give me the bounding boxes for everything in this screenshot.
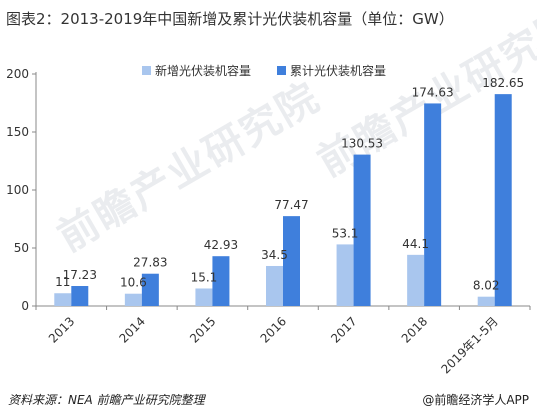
bar-new-capacity [124,293,142,306]
y-tick-label: 150 [6,125,29,139]
data-label: 8.02 [473,279,500,293]
chart-title: 图表2：2013-2019年中国新增及累计光伏装机容量（单位：GW） [6,10,454,28]
chart-bars [54,94,512,306]
x-tick-label: 2015 [187,314,218,345]
y-tick-label: 200 [6,67,29,81]
y-tick-label: 50 [14,241,29,255]
legend-label: 新增光伏装机容量 [155,63,251,78]
data-label: 11 [55,275,70,289]
x-tick-label: 2014 [116,314,147,345]
bar-new-capacity [477,296,495,306]
data-label: 42.93 [204,238,238,252]
bar-new-capacity [336,244,354,306]
x-tick-label: 2019年1-5月 [439,314,501,376]
legend-label: 累计光伏装机容量 [290,63,386,78]
bar-new-capacity [54,293,72,306]
bar-cumulative-capacity [353,154,371,306]
bar-cumulative-capacity [212,256,230,306]
bar-cumulative-capacity [283,216,300,306]
bar-cumulative-capacity [141,273,159,306]
legend-swatch [277,66,286,75]
y-tick-label: 100 [6,183,29,197]
data-label: 10.6 [120,276,147,290]
data-label: 182.65 [482,76,524,90]
legend-swatch [142,66,151,75]
x-tick-label: 2017 [328,314,359,345]
bar-new-capacity [266,265,283,306]
bar-cumulative-capacity [494,94,512,306]
data-label: 15.1 [191,270,218,284]
y-tick-label: 0 [21,299,29,313]
bar-new-capacity [195,288,213,306]
data-label: 77.47 [274,198,308,212]
footer-source: 资料来源：NEA 前瞻产业研究院整理 [8,393,205,407]
data-label: 44.1 [402,237,429,251]
data-label: 27.83 [133,256,167,270]
chart-legend: 新增光伏装机容量 累计光伏装机容量 [142,63,386,78]
bar-cumulative-capacity [424,103,442,306]
data-label: 17.23 [63,268,97,282]
x-tick-label: 2018 [399,314,430,345]
x-tick-label: 2016 [258,314,289,345]
data-label: 174.63 [412,85,454,99]
bar-cumulative-capacity [71,286,89,306]
data-label: 53.1 [332,226,359,240]
data-label: 130.53 [341,137,383,151]
footer-brand: @前瞻经济学人APP [422,393,529,407]
x-tick-label: 2013 [46,314,77,345]
bar-chart: 0 50 100 150 200 2013 2014 2015 2016 2017 2018 2019… [6,63,531,377]
chart-axes: 0 50 100 150 200 2013 2014 2015 2016 2017 2018 2019… [6,67,531,377]
data-label: 34.5 [261,248,288,262]
bar-new-capacity [407,254,425,306]
